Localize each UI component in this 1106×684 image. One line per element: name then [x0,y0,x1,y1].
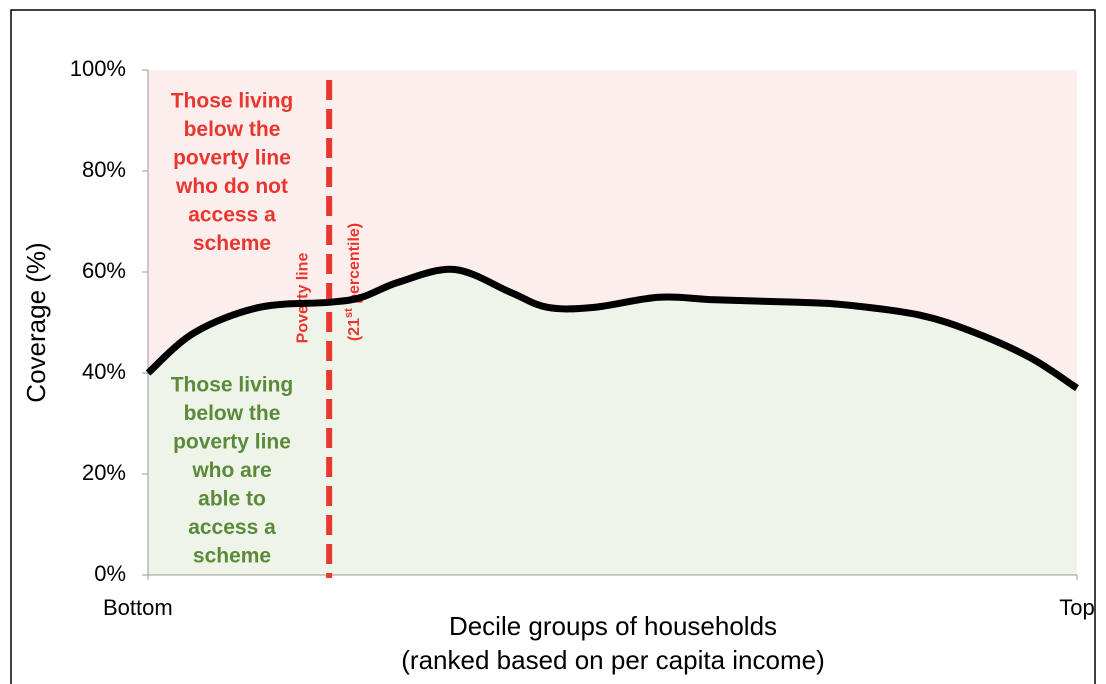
annotation: able to [198,488,266,511]
annotation: poverty line [173,147,291,170]
annotation: Those living [171,374,294,397]
y-tick-label: 0% [94,561,126,586]
sublabel-part: st [343,308,355,318]
y-tick-label: 60% [82,258,126,283]
x-axis-label: Decile groups of households [449,611,777,641]
y-axis-label: Coverage (%) [21,242,51,402]
line [145,265,1079,392]
annotation: Those living [171,90,294,113]
sublabel-part: (21 [346,318,363,341]
area [148,269,1077,575]
y-tick-label: 100% [70,56,126,81]
frame [10,9,1096,684]
x-axis-label: (ranked based on per capita income) [401,645,824,675]
y-tick-label: 40% [82,359,126,384]
poverty-line-label: Poverty line [294,253,311,344]
annotation: who do not [175,175,288,198]
annotation: scheme [193,232,271,255]
poverty-line-sublabel: (21st percentile) [343,223,363,341]
annotation: scheme [193,545,271,568]
annotation: who are [191,459,271,482]
sublabel-part: percentile) [346,223,363,308]
annotation: below the [184,118,281,141]
annotation: access a [188,516,276,539]
y-tick-label: 20% [82,460,126,485]
annotation: below the [184,402,281,425]
annotation: access a [188,204,276,227]
x-tick-label: Top [1059,595,1094,620]
x-tick-label: Bottom [103,595,173,620]
annotation: poverty line [173,431,291,454]
y-tick-label: 80% [82,157,126,182]
